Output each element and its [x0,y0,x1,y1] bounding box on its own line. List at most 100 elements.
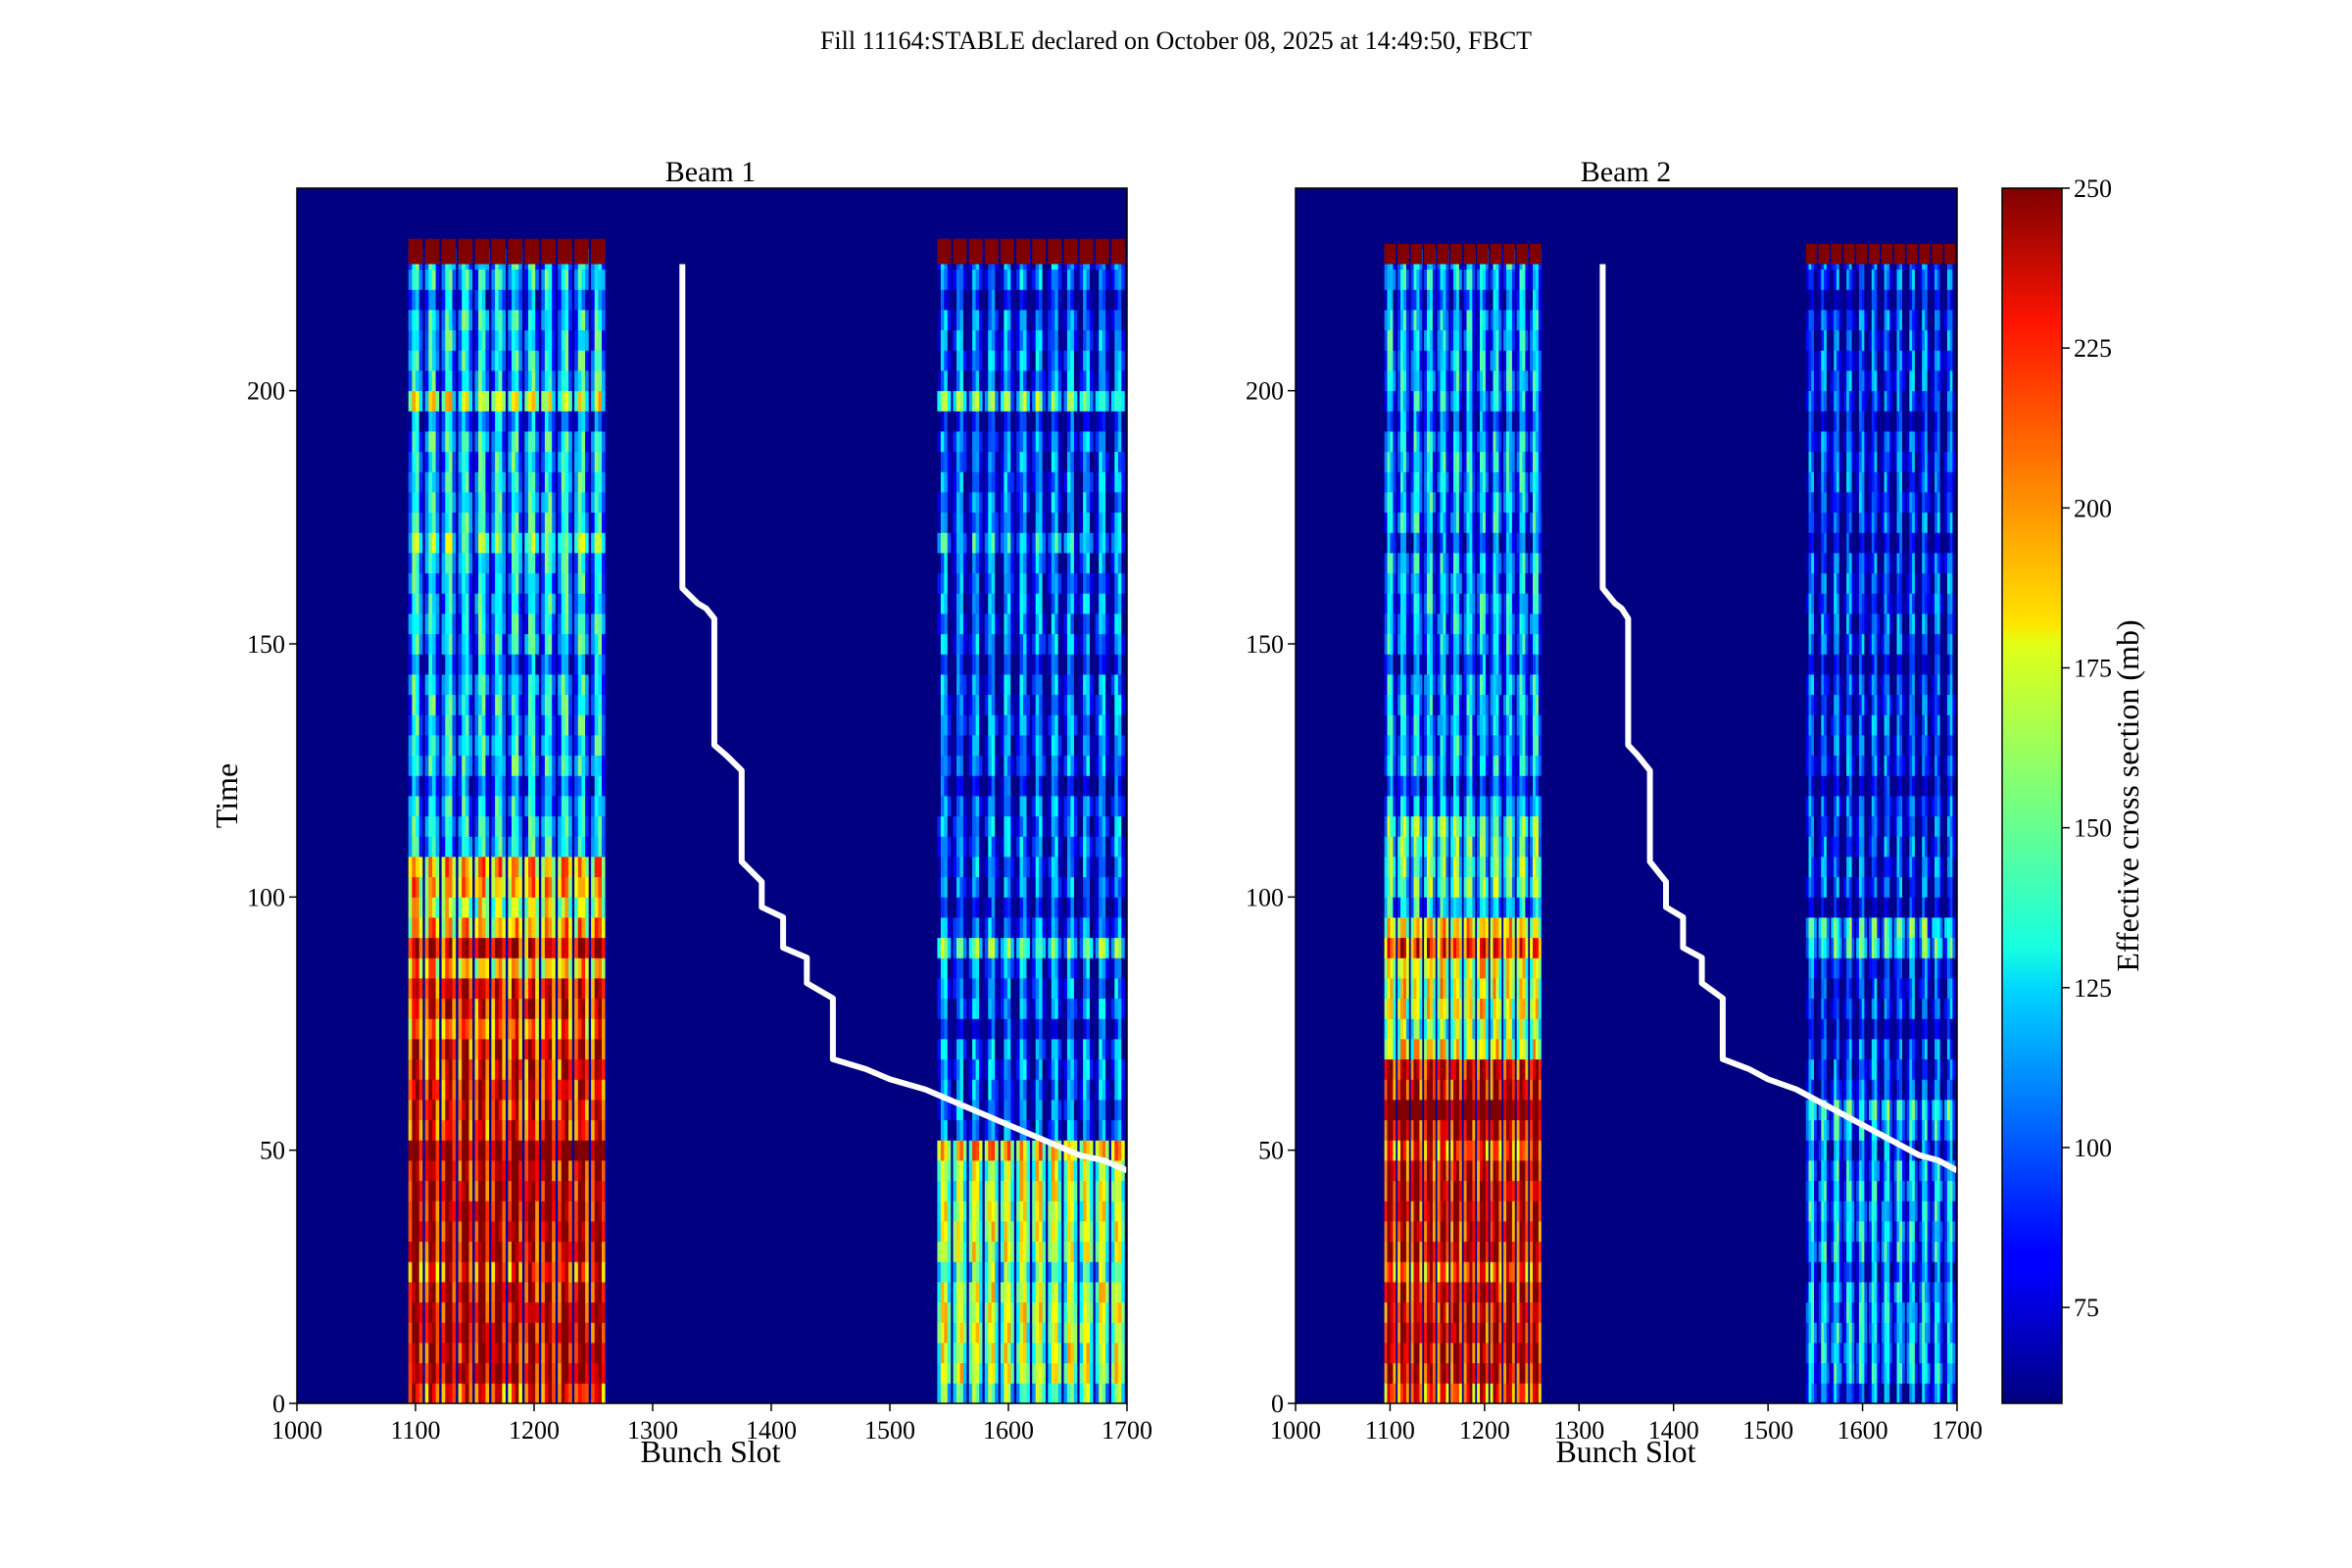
heatmap-cell [968,411,973,432]
heatmap-cell [1079,836,1084,858]
heatmap-cell [1019,937,1024,958]
heatmap-cell [468,1180,473,1201]
heatmap-cell [452,1221,457,1243]
heatmap-cell [418,451,423,472]
heatmap-cell [591,1282,596,1303]
heatmap-cell [474,1039,479,1060]
heatmap-cell [498,613,503,635]
heatmap-cell [979,1241,983,1262]
heatmap-cell [441,289,446,311]
heatmap-cell [962,370,967,392]
heatmap-cell [962,451,967,472]
heatmap-cell [1006,957,1011,979]
heatmap-cell [548,897,553,918]
heatmap-cell [568,957,573,979]
heatmap-cell [585,1018,590,1040]
heatmap-cell [947,431,952,453]
heatmap-cell [1079,390,1084,412]
heatmap-cell [428,1383,433,1404]
heatmap-cell [544,350,549,371]
heatmap-cell [491,1039,496,1060]
heatmap-cell [581,1343,586,1364]
heatmap-cell [502,978,507,1000]
heatmap-cell [1048,1343,1053,1364]
heatmap-cell [468,390,473,412]
heatmap-cell [1054,775,1059,797]
heatmap-cell [558,1180,563,1201]
heatmap-cell [1026,1301,1031,1323]
heatmap-cell [1051,978,1055,1000]
heatmap-cell [1004,714,1008,736]
heatmap-cell [561,654,565,675]
heatmap-cell [1063,694,1068,715]
heatmap-cell [424,694,429,715]
heatmap-cell [448,897,453,918]
heatmap-cell [495,471,500,493]
heatmap-cell [1057,937,1062,958]
heatmap-cell [478,836,483,858]
heatmap-cell [441,775,446,797]
heatmap-cell [558,998,563,1019]
heatmap-cell [468,572,473,594]
heatmap-cell [953,1200,957,1222]
heatmap-cell [561,329,565,351]
heatmap-cell [1010,1221,1015,1243]
heatmap-cell [428,451,433,472]
heatmap-cell [1051,1261,1055,1283]
heatmap-cell [594,329,599,351]
heatmap-cell [956,593,960,614]
heatmap-cell [591,1160,596,1182]
heatmap-cell [1057,1383,1062,1404]
heatmap-cell [574,998,579,1019]
heatmap-cell [452,289,457,311]
heatmap-cell [458,1119,463,1141]
heatmap-cell [564,1180,569,1201]
heatmap-cell [445,1322,450,1344]
heatmap-cell [1063,714,1068,736]
heatmap-cell [512,978,515,1000]
heatmap-cell [962,1261,967,1283]
heatmap-cell [1000,796,1004,817]
heatmap-cell [568,876,573,898]
heatmap-cell [465,917,469,939]
heatmap-cell [1032,897,1037,918]
heatmap-cell [979,714,983,736]
heatmap-cell [1063,654,1068,675]
heatmap-cell [535,1180,540,1201]
heatmap-cell [1023,1160,1027,1182]
heatmap-cell [1073,613,1078,635]
heatmap-cell [937,633,942,655]
heatmap-cell [577,269,582,290]
heatmap-cell [984,1119,989,1141]
heatmap-cell [585,411,590,432]
heatmap-cell [518,836,523,858]
heatmap-cell [1026,1322,1031,1344]
heatmap-cell [412,1362,416,1384]
heatmap-cell [441,836,446,858]
heatmap-cell [1000,512,1004,533]
heatmap-cell [478,978,483,1000]
heatmap-cell [465,512,469,533]
heatmap-cell [564,775,569,797]
heatmap-cell [541,269,546,290]
heatmap-cell [956,1241,960,1262]
heatmap-cell [416,775,419,797]
heatmap-cell [947,1343,952,1364]
heatmap-cell [552,1241,557,1262]
heatmap-cell [937,411,942,432]
heatmap-cell [564,755,569,776]
heatmap-cell [528,897,532,918]
heatmap-cell [937,1160,942,1182]
heatmap-cell [435,1261,440,1283]
heatmap-cell [598,370,603,392]
heatmap-cell [1023,917,1027,939]
heatmap-cell [416,1119,419,1141]
heatmap-cell [577,350,582,371]
heatmap-cell [441,431,446,453]
heatmap-cell [594,633,599,655]
heatmap-cell [574,370,579,392]
heatmap-cell [598,674,603,696]
heatmap-cell [1010,269,1015,290]
heatmap-cell [544,1261,549,1283]
heatmap-cell [508,471,513,493]
